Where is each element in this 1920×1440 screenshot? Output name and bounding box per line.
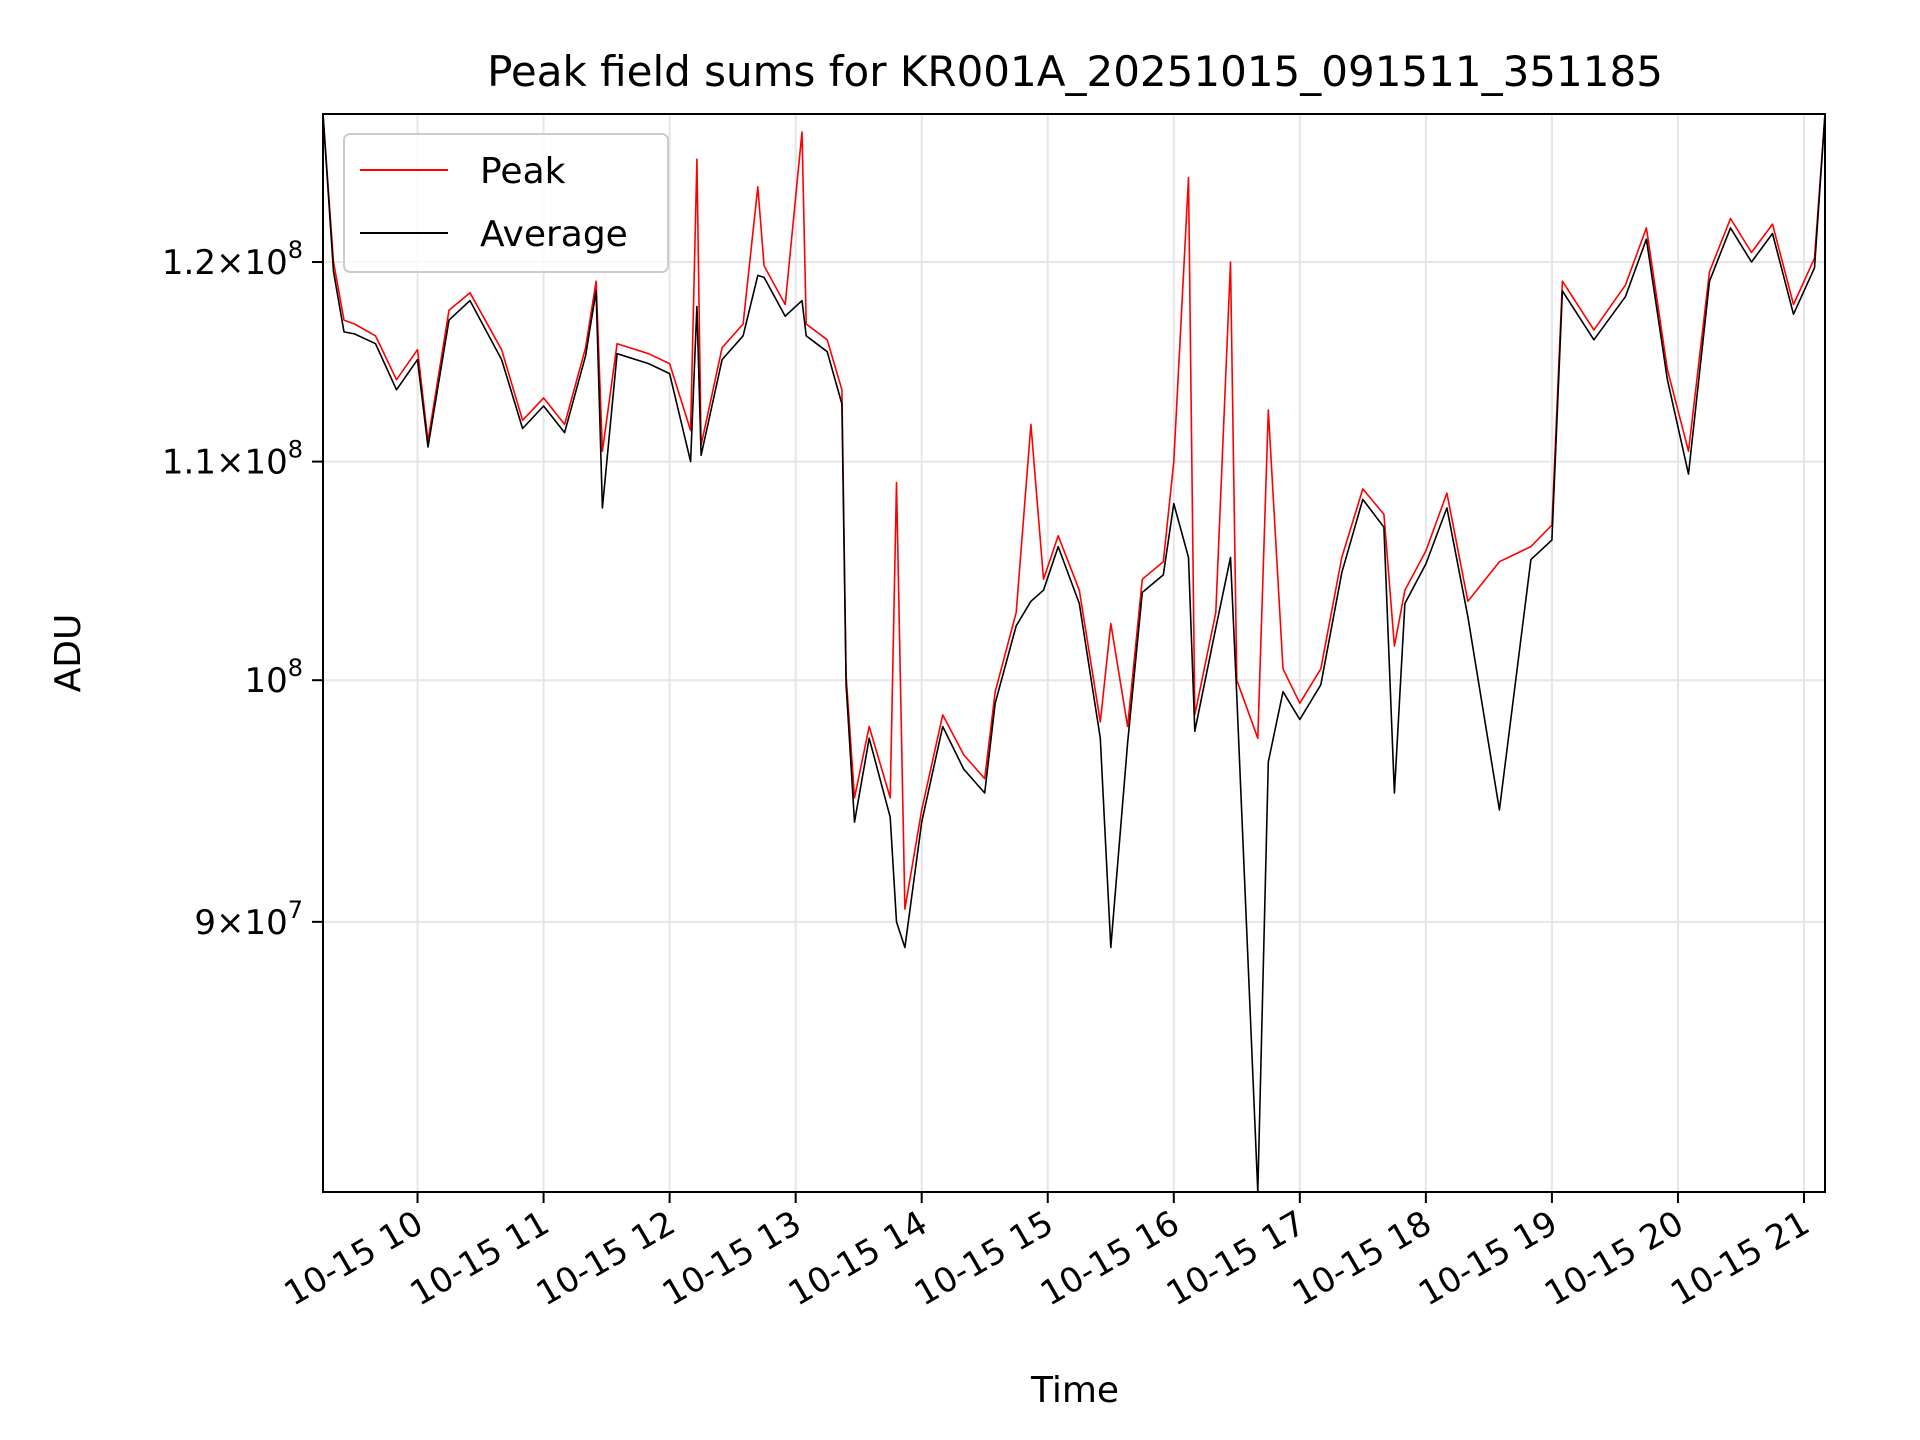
series-line-average xyxy=(323,114,1825,1192)
legend-label-peak: Peak xyxy=(480,151,566,192)
y-axis-label: ADU xyxy=(48,614,89,693)
series-layer xyxy=(323,114,1825,1192)
x-axis-label: Time xyxy=(1030,1370,1119,1411)
y-axis: 9×107 108 1.1×108 1.2×108 xyxy=(162,236,323,943)
plot-area xyxy=(323,114,1825,1192)
plot-frame xyxy=(322,113,1826,1193)
series-line-peak xyxy=(323,114,1825,910)
y-tick-label: 1.1×108 xyxy=(162,436,303,483)
y-tick-label: 108 xyxy=(244,654,303,701)
chart-title: Peak field sums for KR001A_20251015_0915… xyxy=(487,47,1663,96)
legend-box xyxy=(343,133,669,273)
y-tick-label: 9×107 xyxy=(194,896,303,943)
legend: Peak Average xyxy=(343,133,669,273)
y-tick-label: 1.2×108 xyxy=(162,236,303,283)
legend-label-average: Average xyxy=(480,214,628,255)
